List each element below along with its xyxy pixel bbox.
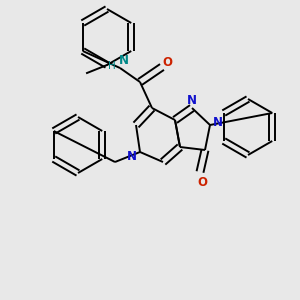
Text: N: N: [213, 116, 223, 130]
Text: N: N: [119, 55, 129, 68]
Text: O: O: [162, 56, 172, 68]
Text: O: O: [197, 176, 207, 188]
Text: H: H: [108, 61, 116, 71]
Text: N: N: [187, 94, 197, 106]
Text: N: N: [127, 151, 137, 164]
